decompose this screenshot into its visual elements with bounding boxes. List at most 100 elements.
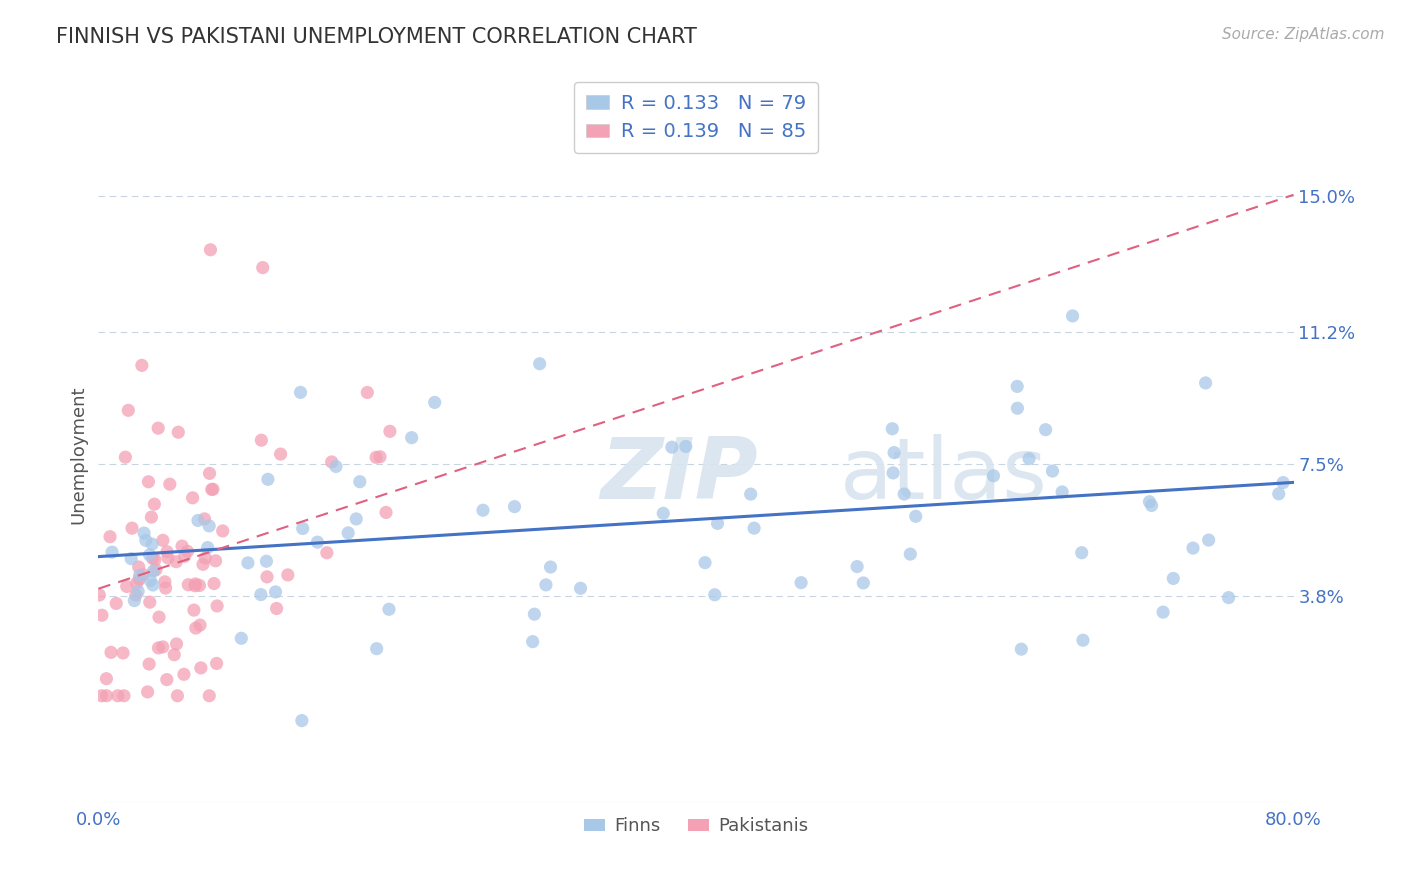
Point bbox=[1218, 591, 1240, 605]
Point bbox=[898, 547, 921, 561]
Point bbox=[101, 545, 124, 559]
Point bbox=[188, 618, 211, 632]
Point bbox=[191, 558, 214, 572]
Point bbox=[156, 673, 179, 687]
Point bbox=[378, 425, 401, 439]
Point bbox=[198, 467, 221, 481]
Point bbox=[1194, 376, 1216, 390]
Point bbox=[882, 466, 904, 480]
Point bbox=[315, 546, 337, 560]
Point bbox=[183, 603, 205, 617]
Point bbox=[132, 526, 155, 541]
Point bbox=[112, 689, 135, 703]
Point bbox=[252, 260, 274, 275]
Point bbox=[121, 521, 143, 535]
Point bbox=[291, 714, 314, 728]
Point bbox=[184, 577, 207, 591]
Point bbox=[740, 487, 762, 501]
Point bbox=[105, 596, 128, 610]
Point bbox=[141, 510, 163, 524]
Point bbox=[983, 468, 1005, 483]
Point bbox=[96, 689, 118, 703]
Point bbox=[205, 657, 228, 671]
Point bbox=[1198, 533, 1220, 547]
Point bbox=[156, 550, 179, 565]
Point bbox=[1035, 423, 1057, 437]
Point bbox=[291, 521, 314, 535]
Point bbox=[194, 551, 217, 566]
Point bbox=[534, 578, 557, 592]
Point bbox=[138, 657, 160, 671]
Point bbox=[1182, 541, 1205, 555]
Point bbox=[152, 640, 174, 654]
Point bbox=[366, 641, 388, 656]
Point bbox=[163, 648, 186, 662]
Point bbox=[127, 584, 149, 599]
Point bbox=[364, 450, 387, 465]
Point bbox=[156, 545, 179, 559]
Point bbox=[202, 576, 225, 591]
Point bbox=[159, 477, 181, 491]
Point bbox=[138, 548, 160, 562]
Point bbox=[325, 459, 347, 474]
Point bbox=[250, 434, 273, 448]
Point bbox=[124, 593, 146, 607]
Point bbox=[1018, 451, 1040, 466]
Point bbox=[173, 549, 195, 564]
Point bbox=[187, 513, 209, 527]
Point bbox=[401, 431, 423, 445]
Point bbox=[321, 455, 343, 469]
Point bbox=[569, 582, 592, 596]
Point bbox=[423, 395, 446, 409]
Point bbox=[675, 439, 697, 453]
Point bbox=[188, 578, 211, 592]
Point bbox=[131, 359, 153, 373]
Point bbox=[1071, 633, 1094, 648]
Point bbox=[883, 445, 905, 459]
Point bbox=[184, 579, 207, 593]
Point bbox=[356, 385, 378, 400]
Text: FINNISH VS PAKISTANI UNEMPLOYMENT CORRELATION CHART: FINNISH VS PAKISTANI UNEMPLOYMENT CORREL… bbox=[56, 27, 697, 46]
Point bbox=[790, 575, 813, 590]
Point bbox=[266, 601, 288, 615]
Point bbox=[166, 637, 188, 651]
Point bbox=[128, 560, 150, 574]
Point bbox=[98, 530, 121, 544]
Point bbox=[344, 512, 367, 526]
Point bbox=[1070, 546, 1092, 560]
Text: atlas: atlas bbox=[839, 434, 1047, 517]
Point bbox=[155, 581, 177, 595]
Point bbox=[529, 357, 551, 371]
Point bbox=[1272, 475, 1295, 490]
Point bbox=[143, 497, 166, 511]
Point bbox=[277, 568, 299, 582]
Point bbox=[652, 507, 675, 521]
Point bbox=[153, 574, 176, 589]
Point bbox=[205, 599, 228, 613]
Point bbox=[198, 689, 221, 703]
Point bbox=[693, 556, 716, 570]
Point bbox=[1007, 401, 1029, 416]
Point bbox=[128, 568, 150, 582]
Point bbox=[90, 608, 112, 623]
Point bbox=[540, 560, 562, 574]
Point bbox=[1010, 642, 1032, 657]
Point bbox=[270, 447, 292, 461]
Point bbox=[142, 578, 165, 592]
Point bbox=[522, 634, 544, 648]
Point bbox=[893, 487, 915, 501]
Point bbox=[142, 564, 165, 578]
Point bbox=[114, 450, 136, 465]
Point bbox=[100, 645, 122, 659]
Point bbox=[264, 585, 287, 599]
Point bbox=[1005, 379, 1028, 393]
Point bbox=[143, 552, 166, 566]
Y-axis label: Unemployment: Unemployment bbox=[69, 385, 87, 524]
Point bbox=[173, 667, 195, 681]
Point bbox=[193, 512, 215, 526]
Point bbox=[125, 588, 148, 602]
Point bbox=[703, 588, 725, 602]
Point bbox=[166, 689, 188, 703]
Point bbox=[1139, 495, 1161, 509]
Point bbox=[190, 661, 212, 675]
